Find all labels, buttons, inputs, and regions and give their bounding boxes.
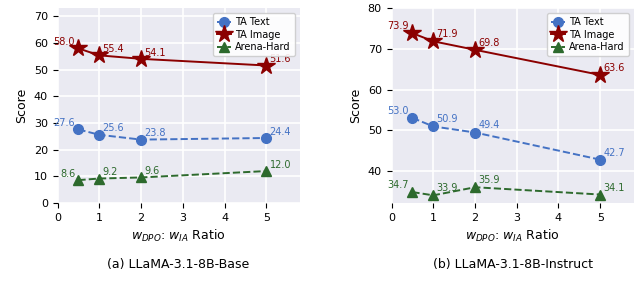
Text: 9.6: 9.6	[145, 166, 159, 176]
X-axis label: $w_{DPO}$: $w_{IA}$ Ratio: $w_{DPO}$: $w_{IA}$ Ratio	[131, 228, 226, 244]
Text: 42.7: 42.7	[604, 148, 625, 158]
TA Image	[262, 64, 270, 67]
Line: TA Image: TA Image	[403, 24, 609, 84]
Text: 24.4: 24.4	[269, 127, 291, 137]
Text: 53.0: 53.0	[388, 106, 409, 116]
Text: 69.8: 69.8	[478, 38, 500, 48]
Text: 73.9: 73.9	[388, 21, 409, 31]
Text: 49.4: 49.4	[478, 120, 500, 131]
Text: (b) LLaMA-3.1-8B-Instruct: (b) LLaMA-3.1-8B-Instruct	[433, 258, 593, 271]
TA Image	[429, 39, 437, 43]
TA Text	[596, 158, 604, 161]
Arena-Hard	[262, 169, 270, 173]
Line: TA Image: TA Image	[69, 39, 275, 74]
Arena-Hard	[137, 176, 145, 179]
TA Text	[471, 131, 479, 134]
Text: 33.9: 33.9	[436, 183, 458, 193]
Arena-Hard	[95, 177, 103, 180]
Line: Arena-Hard: Arena-Hard	[74, 166, 271, 185]
Arena-Hard	[471, 186, 479, 189]
Line: TA Text: TA Text	[408, 113, 605, 164]
TA Text	[75, 128, 83, 131]
Text: 9.2: 9.2	[102, 167, 118, 177]
Y-axis label: Score: Score	[349, 88, 362, 124]
Text: 55.4: 55.4	[102, 44, 124, 54]
X-axis label: $w_{DPO}$: $w_{IA}$ Ratio: $w_{DPO}$: $w_{IA}$ Ratio	[465, 228, 560, 244]
Arena-Hard	[408, 190, 416, 194]
Text: 71.9: 71.9	[436, 29, 458, 39]
Arena-Hard	[429, 194, 437, 197]
Text: 35.9: 35.9	[478, 175, 500, 185]
Text: 54.1: 54.1	[145, 47, 166, 58]
Line: Arena-Hard: Arena-Hard	[408, 182, 605, 200]
Text: 58.0: 58.0	[54, 37, 75, 47]
Text: 23.8: 23.8	[145, 128, 166, 138]
TA Text	[408, 116, 416, 120]
Text: (a) LLaMA-3.1-8B-Base: (a) LLaMA-3.1-8B-Base	[108, 258, 250, 271]
Text: 34.7: 34.7	[388, 180, 409, 190]
Text: 12.0: 12.0	[269, 160, 291, 170]
TA Image	[471, 48, 479, 52]
Text: 34.1: 34.1	[604, 182, 625, 193]
Text: 50.9: 50.9	[436, 114, 458, 124]
TA Text	[262, 136, 270, 140]
Legend: TA Text, TA Image, Arena-Hard: TA Text, TA Image, Arena-Hard	[547, 13, 628, 56]
TA Image	[137, 57, 145, 61]
Legend: TA Text, TA Image, Arena-Hard: TA Text, TA Image, Arena-Hard	[213, 13, 295, 56]
Text: 8.6: 8.6	[60, 169, 75, 179]
Y-axis label: Score: Score	[15, 88, 28, 124]
Text: 63.6: 63.6	[604, 63, 625, 73]
TA Image	[408, 32, 416, 35]
Text: 51.6: 51.6	[269, 54, 291, 64]
Text: 27.6: 27.6	[54, 118, 75, 128]
TA Image	[75, 47, 83, 50]
Line: TA Text: TA Text	[74, 125, 271, 144]
Text: 25.6: 25.6	[102, 124, 124, 133]
TA Image	[95, 54, 103, 57]
TA Text	[137, 138, 145, 141]
Arena-Hard	[596, 193, 604, 196]
TA Image	[596, 73, 604, 77]
Arena-Hard	[75, 179, 83, 182]
TA Text	[95, 133, 103, 136]
TA Text	[429, 125, 437, 128]
